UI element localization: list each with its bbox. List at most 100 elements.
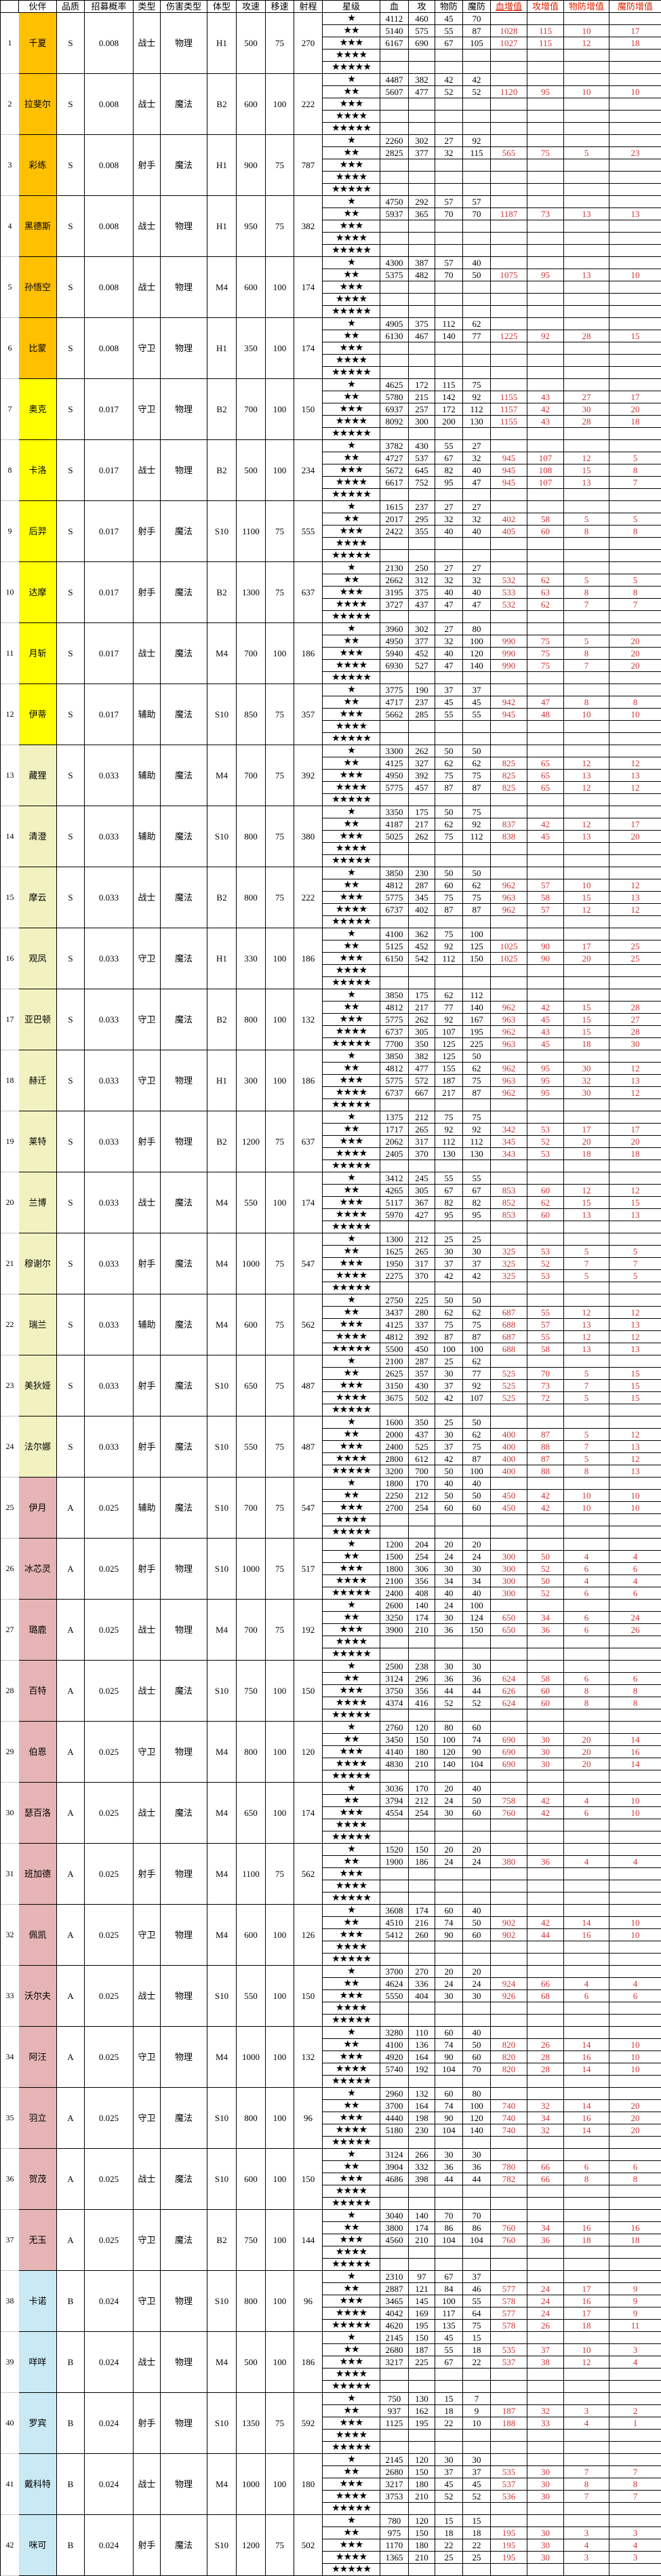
star-row: ★★★★★ — [1, 1648, 661, 1661]
body-type: B2 — [207, 379, 237, 440]
attack — [409, 733, 435, 745]
magic-defense: 60 — [463, 1929, 491, 1941]
attack-gain — [527, 2076, 564, 2088]
attack: 575 — [409, 25, 435, 37]
star-row: ★★ 2000 437 30 62 400 87 5 12 — [1, 1429, 661, 1441]
type: 战士 — [134, 2149, 161, 2210]
star-row: ★★ 5375 482 70 50 1075 95 13 10 — [1, 269, 661, 281]
hp-gain — [491, 1722, 527, 1734]
magic-defense — [463, 2246, 491, 2259]
physical-defense: 44 — [435, 2173, 463, 2185]
hp-gain — [491, 306, 527, 318]
star-rating-icon: ★★★★★ — [323, 1893, 380, 1905]
magic-defense-gain: 12 — [609, 1063, 661, 1075]
magic-defense-gain — [609, 172, 661, 184]
magic-defense — [463, 2503, 491, 2515]
attack: 356 — [409, 1685, 435, 1697]
attack-gain: 58 — [527, 1343, 564, 1355]
attack-gain — [527, 2149, 564, 2161]
type: 射手 — [134, 2515, 161, 2576]
body-type: H1 — [207, 196, 237, 257]
magic-defense: 57 — [463, 196, 491, 208]
hp: 3250 — [380, 1612, 409, 1624]
star-row: ★★ 4812 287 60 62 962 57 10 12 — [1, 879, 661, 892]
star-rating-icon: ★★ — [323, 696, 380, 709]
attack-gain — [527, 1844, 564, 1856]
magic-defense-gain — [609, 2185, 661, 2198]
partner-name: 无玉 — [19, 2210, 57, 2271]
hp-gain: 945 — [491, 477, 527, 489]
range: 150 — [294, 2149, 323, 2210]
attack: 572 — [409, 1075, 435, 1087]
range: 174 — [294, 318, 323, 379]
physical-defense: 60 — [435, 879, 463, 892]
hp: 4554 — [380, 1807, 409, 1819]
star-rating-icon: ★★★★★ — [323, 2015, 380, 2027]
attack-gain — [527, 684, 564, 696]
star-rating-icon: ★★ — [323, 1551, 380, 1563]
star-row: ★★ 2250 212 50 50 450 42 10 10 — [1, 1490, 661, 1502]
attack-gain: 107 — [527, 452, 564, 464]
range: 234 — [294, 440, 323, 501]
partner-name: 罗宾 — [19, 2393, 57, 2454]
magic-defense: 77 — [463, 1368, 491, 1380]
hp-gain: 1157 — [491, 403, 527, 416]
star-rating-icon: ★ — [323, 562, 380, 574]
physical-defense: 55 — [435, 25, 463, 37]
magic-defense — [463, 1770, 491, 1783]
attack-gain: 66 — [527, 1978, 564, 1990]
star-row: ★★★★★ — [1, 1099, 661, 1111]
hp: 2825 — [380, 147, 409, 159]
magic-defense: 195 — [463, 1026, 491, 1038]
partner-name: 冰芯灵 — [19, 1539, 57, 1600]
star-row: ★★★★★ — [1, 1893, 661, 1905]
magic-defense-gain: 17 — [609, 1124, 661, 1136]
magic-defense: 52 — [463, 1697, 491, 1709]
quality: A — [57, 2149, 85, 2210]
physical-defense — [435, 2015, 463, 2027]
physical-defense-gain — [564, 367, 609, 379]
physical-defense-gain: 5 — [564, 1392, 609, 1404]
physical-defense-gain — [564, 1050, 609, 1063]
attack: 270 — [409, 1966, 435, 1978]
magic-defense-gain — [609, 159, 661, 172]
magic-defense-gain — [609, 2076, 661, 2088]
type: 战士 — [134, 2332, 161, 2393]
attack: 212 — [409, 1490, 435, 1502]
physical-defense-gain — [564, 233, 609, 245]
header-row: 伙伴 品质 招募概率 类型 伤害类型 体型 攻速 移速 射程 星级血攻物防 魔防 血增值 攻增值 物防增值… — [1, 1, 661, 13]
quality: A — [57, 1722, 85, 1783]
hp-gain: 760 — [491, 2234, 527, 2246]
star-row: 37 无玉 A 0.025 守卫 魔法 B2 750 100 144 ★ 3040 140 70 70 — [1, 2210, 661, 2271]
magic-defense-gain: 17 — [609, 25, 661, 37]
damage-type: 物理 — [161, 2332, 207, 2393]
physical-defense — [435, 2002, 463, 2015]
attack-speed: 600 — [237, 257, 266, 318]
physical-defense-gain: 4 — [564, 1551, 609, 1563]
magic-defense: 130 — [463, 416, 491, 428]
magic-defense-gain: 12 — [609, 1307, 661, 1319]
attack-gain: 60 — [527, 1685, 564, 1697]
type: 辅助 — [134, 806, 161, 867]
damage-type: 物理 — [161, 1844, 207, 1905]
hp-gain — [491, 172, 527, 184]
physical-defense-gain: 4 — [564, 1575, 609, 1587]
physical-defense-gain — [564, 74, 609, 86]
magic-defense-gain: 18 — [609, 37, 661, 49]
recruit-rate: 0.024 — [85, 2454, 134, 2515]
star-rating-icon: ★ — [323, 2454, 380, 2466]
star-row: ★★★★ 1365 210 25 25 195 30 3 3 — [1, 2552, 661, 2564]
magic-defense — [463, 1648, 491, 1661]
quality: S — [57, 501, 85, 562]
magic-defense: 40 — [463, 1587, 491, 1600]
attack-gain — [527, 1770, 564, 1783]
star-rating-icon: ★★★★ — [323, 1514, 380, 1526]
hp: 4042 — [380, 2307, 409, 2320]
star-row: 4 黑德斯 S 0.008 战士 物理 H1 950 75 382 ★ 4750 292 57 57 — [1, 196, 661, 257]
star-rating-icon: ★★★ — [323, 1929, 380, 1941]
star-rating-icon: ★★★★★ — [323, 672, 380, 684]
hp-gain: 400 — [491, 1429, 527, 1441]
attack-speed: 600 — [237, 1294, 266, 1355]
star-row: ★★★★★ — [1, 733, 661, 745]
physical-defense-gain — [564, 2246, 609, 2259]
